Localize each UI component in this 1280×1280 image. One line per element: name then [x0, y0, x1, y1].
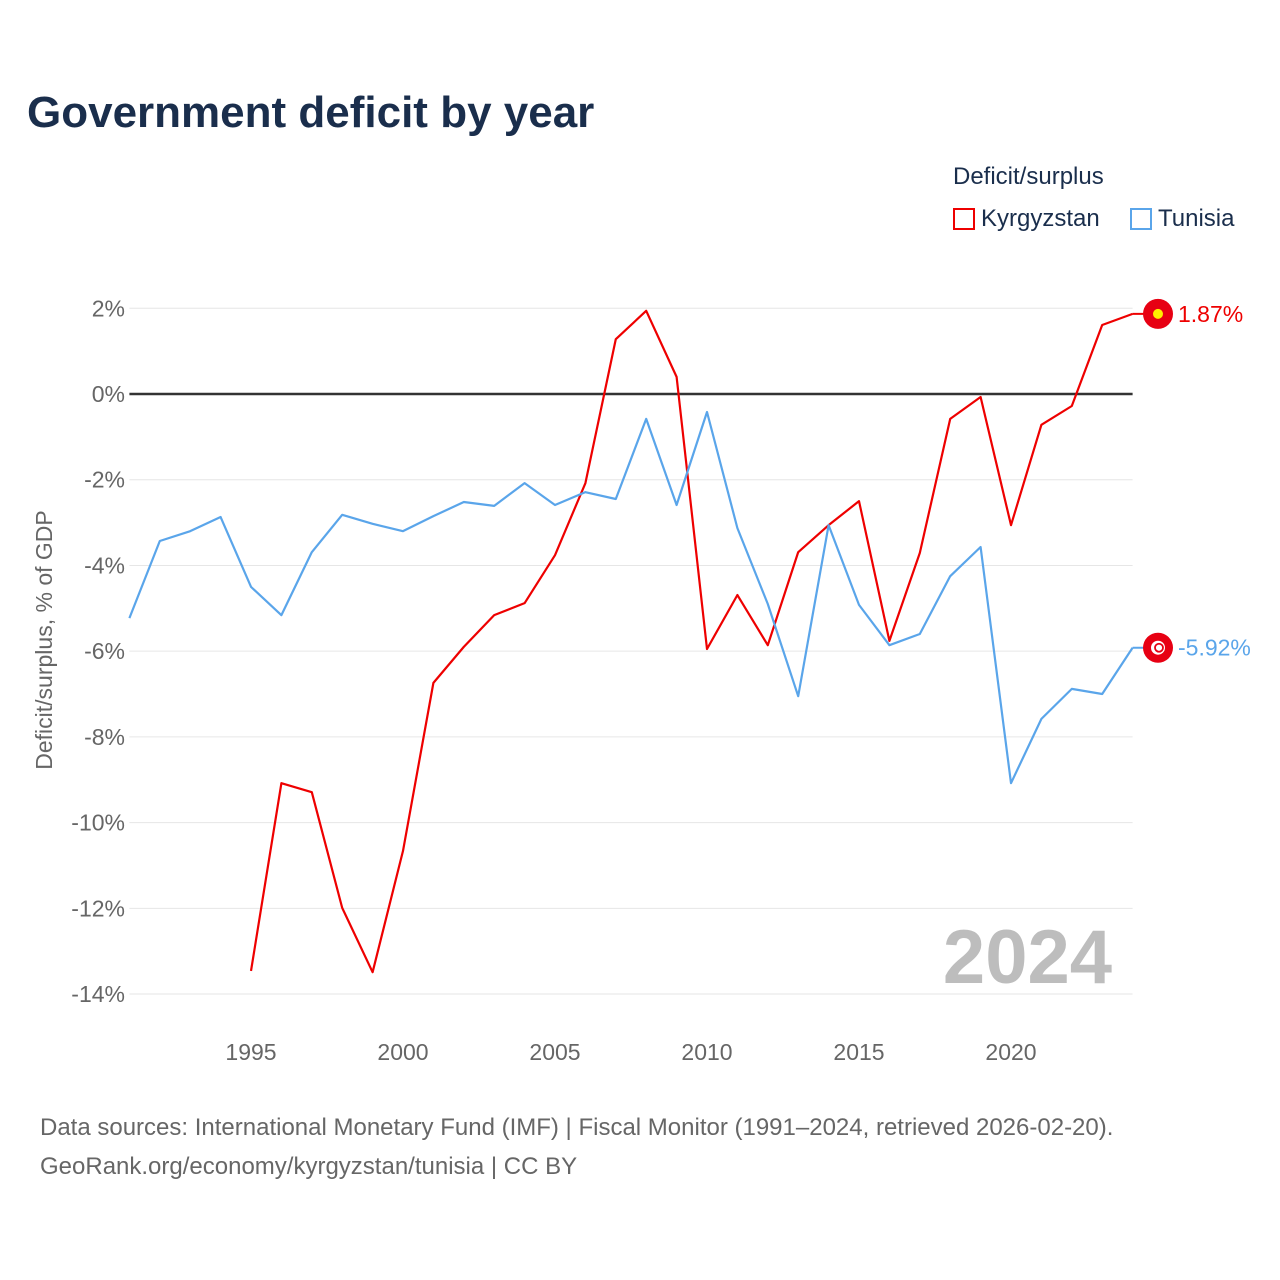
x-tick-label: 2005 [529, 1039, 580, 1065]
legend-item-kyrgyzstan[interactable]: Kyrgyzstan [953, 205, 1100, 233]
y-tick-label: -10% [71, 810, 125, 836]
series-line-tunisia [128, 410, 1134, 785]
x-tick-label: 2020 [985, 1039, 1036, 1065]
footer: Data sources: International Monetary Fun… [40, 1108, 1113, 1186]
y-axis-label: Deficit/surplus, % of GDP [31, 510, 57, 769]
chart-title: Government deficit by year [27, 88, 595, 137]
end-value-label: -5.92% [1178, 635, 1251, 661]
y-tick-label: -4% [84, 552, 125, 578]
y-tick-label: -2% [84, 467, 125, 493]
year-watermark: 2024 [943, 915, 1112, 1000]
legend-label: Kyrgyzstan [981, 205, 1100, 232]
y-tick-label: -14% [71, 981, 125, 1007]
y-tick-label: -12% [71, 895, 125, 921]
x-tick-label: 1995 [225, 1039, 276, 1065]
y-tick-label: -6% [84, 638, 125, 664]
y-tick-label: 2% [92, 295, 125, 321]
flag-sun-icon [1153, 308, 1163, 319]
y-tick-label: 0% [92, 381, 125, 407]
x-tick-label: 2015 [833, 1039, 884, 1065]
x-tick-label: 2000 [377, 1039, 428, 1065]
source-link[interactable]: GeoRank.org/economy/kyrgyzstan/tunisia |… [40, 1153, 578, 1180]
legend-swatch-kyrgyzstan [953, 208, 975, 230]
series-line-kyrgyzstan [249, 309, 1133, 974]
data-sources: Data sources: International Monetary Fun… [40, 1114, 1114, 1141]
legend-label: Tunisia [1158, 205, 1235, 232]
flag-crescent-icon [1154, 642, 1164, 653]
end-value-label: 1.87% [1178, 301, 1243, 327]
legend-title: Deficit/surplus [953, 163, 1104, 190]
x-tick-label: 2010 [681, 1039, 732, 1065]
y-tick-label: -8% [84, 724, 125, 750]
legend-item-tunisia[interactable]: Tunisia [1130, 205, 1234, 233]
legend-swatch-tunisia [1130, 208, 1152, 230]
